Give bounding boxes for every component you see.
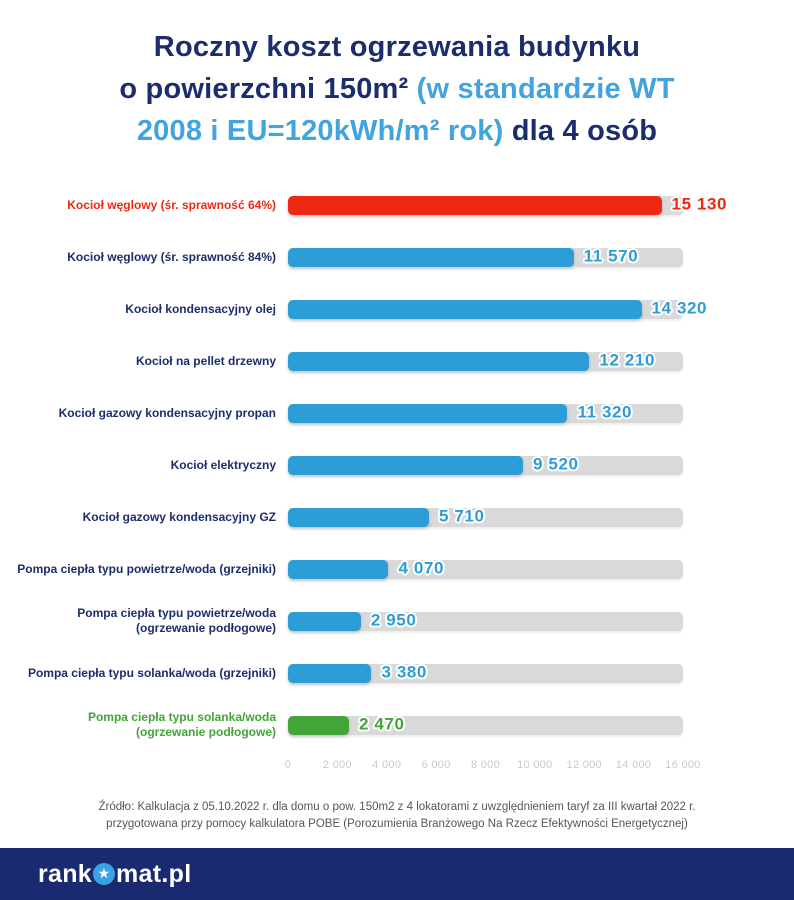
bar-value-label: 15 130 (671, 194, 728, 214)
bar (288, 507, 429, 527)
chart-row: Kocioł węglowy (śr. sprawność 64%) 15 130 (0, 179, 794, 231)
x-axis-tick: 14 000 (615, 759, 652, 771)
bar-value-label: 14 320 (651, 298, 708, 318)
row-label: Kocioł węglowy (śr. sprawność 84%) (67, 249, 276, 264)
row-label: Kocioł na pellet drzewny (135, 353, 276, 368)
title-segment-accent: (w standardzie WT (416, 73, 675, 105)
bar-track: 11 320 (288, 402, 683, 423)
chart-row: Kocioł gazowy kondensacyjny GZ 5 710 (0, 491, 794, 543)
bar-track: 4 070 (288, 558, 683, 579)
x-axis-tick: 0 (284, 759, 292, 771)
bar-track: 15 130 (288, 195, 727, 215)
rankomat-logo: rank ★ mat.pl (38, 860, 191, 889)
chart-title-line: Roczny koszt ogrzewania budynku (0, 26, 794, 68)
chart-title-line: 2008 i EU=120kWh/m² rok) dla 4 osób (0, 110, 794, 152)
chart-row: Kocioł gazowy kondensacyjny propan 11 320 (0, 387, 794, 439)
bar-track: 14 320 (288, 299, 707, 319)
bar-value-label: 11 570 (583, 246, 639, 266)
bar-chart: Kocioł węglowy (śr. sprawność 64%) 15 130… (0, 179, 794, 751)
title-segment-accent: 2008 i EU=120kWh/m² rok) (136, 115, 504, 147)
chart-title-line: o powierzchni 150m² (w standardzie WT (0, 68, 794, 110)
row-label: Pompa ciepła typu solanka/woda (grzejnik… (27, 665, 276, 680)
source-note: Źródło: Kalkulacja z 05.10.2022 r. dla d… (98, 801, 696, 830)
star-icon: ★ (93, 863, 116, 885)
x-axis-tick: 4 000 (372, 759, 402, 771)
bar-value-label: 2 470 (358, 714, 405, 734)
chart-title: Roczny koszt ogrzewania budynku o powierz… (0, 0, 794, 152)
bar (288, 195, 662, 215)
logo-text-prefix: rank (38, 859, 93, 888)
x-axis-tick: 8 000 (470, 759, 501, 771)
chart-row: Kocioł na pellet drzewny 12 210 (0, 335, 794, 387)
row-label: Kocioł węglowy (śr. sprawność 64%) (67, 197, 276, 212)
brand-bar: rank ★ mat.pl (0, 848, 794, 900)
row-label: Kocioł gazowy kondensacyjny propan (58, 405, 276, 420)
x-axis-tick: 12 000 (566, 759, 602, 771)
bar-track: 2 950 (288, 610, 683, 631)
logo-text-suffix: mat.pl (116, 859, 192, 888)
bar-value-label: 3 380 (381, 662, 427, 682)
row-label: Pompa ciepła typu powietrze/woda (grzejn… (17, 561, 276, 576)
x-axis-tick: 6 000 (421, 759, 451, 771)
bar-track: 2 470 (288, 714, 683, 735)
bar-value-label: 9 520 (533, 454, 579, 474)
bar (288, 559, 389, 579)
bar-value-label: 4 070 (398, 558, 445, 578)
bar (288, 715, 349, 735)
row-label: Kocioł kondensacyjny olej (125, 301, 276, 316)
row-label: Pompa ciepła typu powietrze/woda (ogrzew… (77, 606, 276, 635)
chart-row: Pompa ciepła typu powietrze/woda (ogrzew… (0, 595, 794, 647)
row-label: Pompa ciepła typu solanka/woda (ogrzewan… (87, 710, 276, 739)
bar (288, 663, 372, 683)
bar-track: 5 710 (288, 506, 683, 527)
bar-track: 12 210 (288, 350, 683, 371)
bar-value-label: 11 320 (577, 402, 633, 422)
chart-row: Kocioł węglowy (śr. sprawność 84%) 11 570 (0, 231, 794, 283)
chart-row: Kocioł elektryczny 9 520 (0, 439, 794, 491)
row-label: Kocioł gazowy kondensacyjny GZ (82, 509, 276, 524)
chart-row: Pompa ciepła typu powietrze/woda (grzejn… (0, 543, 794, 595)
x-axis-tick: 16 000 (665, 759, 701, 771)
chart-row: Kocioł kondensacyjny olej 14 320 (0, 283, 794, 335)
chart-row: Pompa ciepła typu solanka/woda (ogrzewan… (0, 699, 794, 751)
bar-track: 3 380 (288, 662, 683, 683)
bar-value-label: 12 210 (599, 350, 656, 370)
title-segment: o powierzchni 150m² (119, 73, 417, 105)
x-axis-tick: 10 000 (517, 759, 553, 771)
bar (288, 299, 642, 319)
row-label: Kocioł elektryczny (170, 457, 276, 472)
bar-value-label: 5 710 (438, 506, 485, 526)
chart-row: Pompa ciepła typu solanka/woda (grzejnik… (0, 647, 794, 699)
x-axis: 0 2 000 4 000 6 000 8 000 10 000 12 000 14 000 1… (284, 757, 701, 777)
bar-value-label: 2 950 (370, 610, 417, 630)
bar-track: 9 520 (288, 454, 683, 475)
bar-track: 11 570 (288, 246, 683, 267)
title-segment: Roczny koszt ogrzewania budynku (153, 31, 641, 63)
bar (288, 455, 524, 475)
bar (288, 247, 574, 267)
bar (288, 403, 568, 423)
title-segment: dla 4 osób (503, 115, 658, 147)
x-axis-tick: 2 000 (322, 759, 352, 771)
bar (288, 611, 361, 631)
bar (288, 351, 590, 371)
